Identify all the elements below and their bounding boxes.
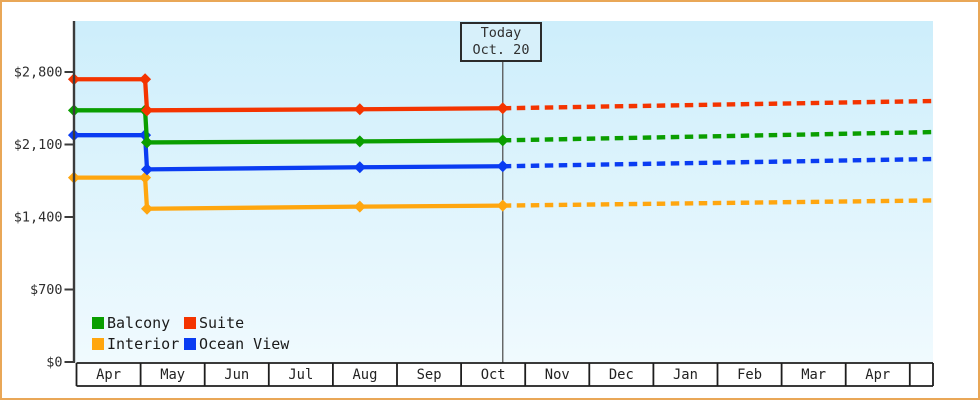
- month-label: Dec: [609, 367, 634, 383]
- forecast-line-interior: [502, 198, 933, 208]
- y-tick-label: $2,100: [14, 137, 63, 153]
- legend-item-ocean-view: Ocean View: [184, 333, 289, 354]
- legend-item-suite: Suite: [184, 312, 289, 333]
- data-point-interior[interactable]: [353, 200, 366, 213]
- legend-item-interior: Interior: [92, 333, 184, 354]
- month-label: Apr: [865, 367, 890, 383]
- legend-label: Ocean View: [199, 334, 290, 353]
- data-point-suite[interactable]: [139, 73, 152, 86]
- month-label: Sep: [417, 367, 442, 383]
- y-tick-label: $700: [30, 282, 63, 298]
- legend-swatch-icon: [92, 337, 104, 350]
- data-point-suite[interactable]: [353, 103, 366, 116]
- today-label: Today: [480, 25, 522, 41]
- forecast-line-suite: [502, 98, 933, 111]
- today-marker-box: Today Oct. 20: [460, 22, 542, 62]
- month-label: Jul: [288, 367, 313, 383]
- legend-label: Suite: [199, 313, 245, 332]
- month-label: Nov: [545, 367, 570, 383]
- today-date: Oct. 20: [472, 42, 530, 58]
- forecast-line-balcony: [502, 129, 933, 143]
- month-label: Feb: [737, 367, 762, 383]
- month-label: Mar: [801, 367, 826, 383]
- y-tick-label: $1,400: [14, 210, 63, 226]
- month-label: Oct: [481, 367, 506, 383]
- legend-label: Balcony: [107, 313, 171, 332]
- month-label: Aug: [352, 367, 377, 383]
- data-point-interior[interactable]: [496, 199, 509, 212]
- data-point-ocean-view[interactable]: [496, 160, 509, 173]
- data-point-ocean-view[interactable]: [141, 163, 154, 176]
- month-label: Apr: [96, 367, 121, 383]
- legend-label: Interior: [107, 334, 180, 353]
- plot-area: [74, 21, 933, 362]
- data-point-balcony[interactable]: [353, 135, 366, 148]
- legend-swatch-icon: [92, 316, 104, 329]
- data-point-interior[interactable]: [141, 202, 154, 215]
- chart-legend: Balcony Suite Interior Ocean View: [92, 312, 289, 354]
- data-point-suite[interactable]: [141, 104, 154, 117]
- month-label: Jan: [673, 367, 698, 383]
- data-point-interior[interactable]: [139, 171, 152, 184]
- data-point-balcony[interactable]: [496, 134, 509, 147]
- legend-item-balcony: Balcony: [92, 312, 184, 333]
- y-tick-label: $2,800: [14, 65, 63, 81]
- legend-swatch-icon: [184, 316, 196, 329]
- month-label: Jun: [224, 367, 249, 383]
- y-tick-label: $0: [46, 355, 62, 371]
- data-point-ocean-view[interactable]: [353, 161, 366, 174]
- month-axis: [76, 363, 933, 386]
- forecast-line-ocean-view: [502, 156, 933, 169]
- data-point-suite[interactable]: [496, 102, 509, 115]
- data-point-balcony[interactable]: [141, 136, 154, 149]
- month-label: May: [160, 367, 185, 383]
- legend-swatch-icon: [184, 337, 196, 350]
